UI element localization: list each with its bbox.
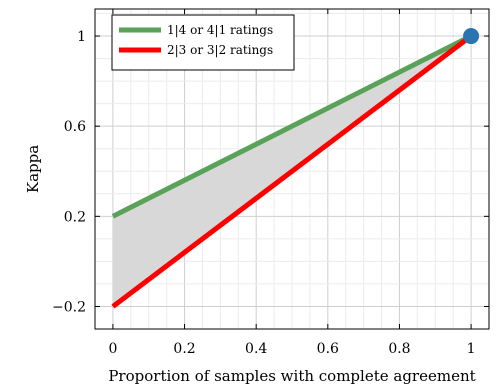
x-tick-label: 1 [467, 341, 476, 357]
x-tick-label: 0.2 [173, 341, 195, 357]
series-line-2 [111, 34, 473, 309]
ticks: 0 0.2 0.4 0.6 0.8 1 −0.2 0.2 0.6 1 [52, 9, 489, 357]
y-axis-label: Kappa [24, 145, 42, 193]
legend-label-1: 1|4 or 4|1 ratings [167, 23, 273, 37]
x-tick-label: 0.4 [245, 341, 267, 357]
y-tick-label: 0.2 [64, 209, 86, 225]
x-tick-label: 0.8 [388, 341, 410, 357]
y-tick-label: 1 [77, 29, 86, 45]
plot-frame [94, 8, 490, 330]
x-axis-label: Proportion of samples with complete agre… [108, 367, 475, 385]
legend-box [111, 14, 295, 71]
x-tick-label: 0 [108, 341, 117, 357]
legend-label-2: 2|3 or 3|2 ratings [167, 43, 273, 57]
legend: 1|4 or 4|1 ratings 2|3 or 3|2 ratings [111, 14, 295, 71]
x-tick-label: 0.6 [317, 341, 339, 357]
y-tick-label: 0.6 [64, 119, 86, 135]
endpoint-marker [463, 28, 480, 45]
series-line-1 [111, 33, 473, 219]
y-tick-label: −0.2 [52, 299, 86, 315]
series-lines [111, 33, 473, 309]
